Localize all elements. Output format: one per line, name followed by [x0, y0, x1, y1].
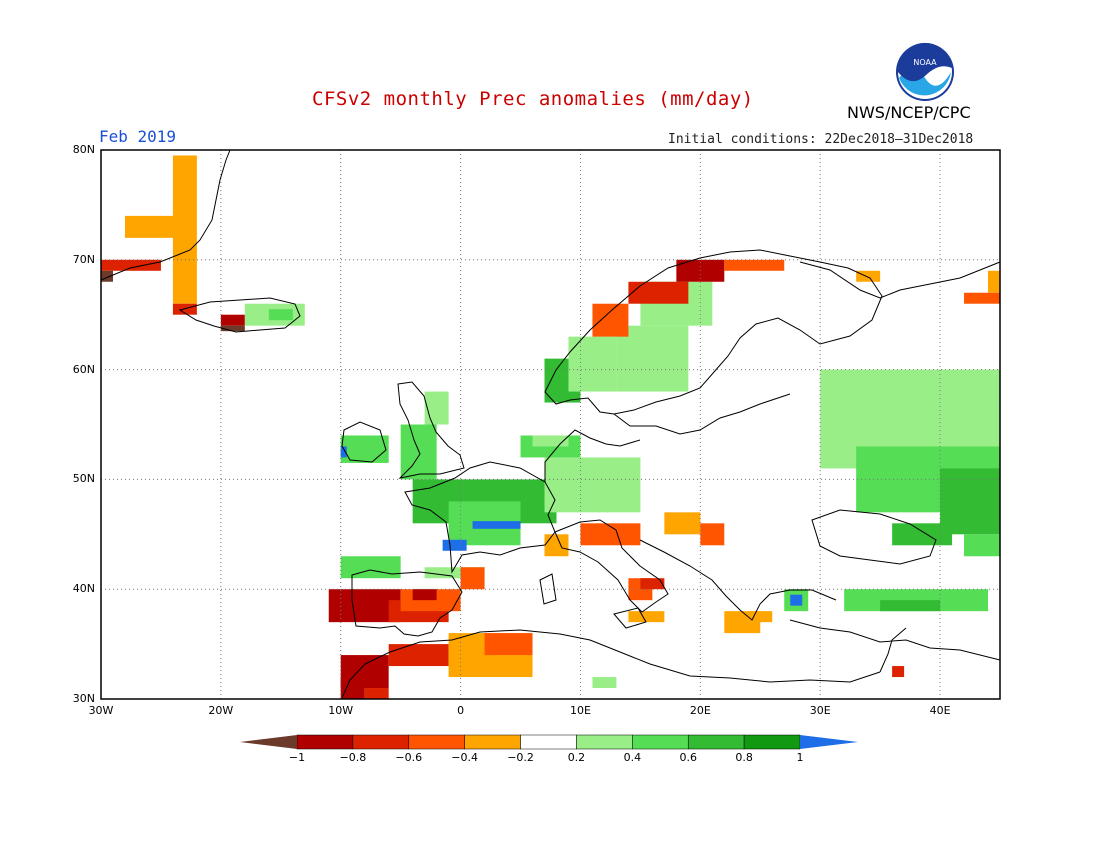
anomaly-cell — [340, 435, 389, 463]
lon-label: 10E — [569, 704, 591, 717]
anomaly-cell — [892, 666, 905, 678]
anomaly-cell — [388, 644, 449, 667]
colorbar-swatch — [743, 734, 801, 750]
colorbar-swatch — [464, 734, 521, 750]
logo-text: NOAA — [913, 58, 937, 67]
colorbar-label: 0.4 — [623, 751, 642, 764]
colorbar-label: 0.8 — [735, 751, 753, 764]
colorbar-swatch — [576, 734, 633, 750]
lon-label: 40E — [929, 704, 951, 717]
anomaly-cell — [101, 259, 161, 271]
lat-label: 80N — [72, 143, 95, 156]
colorbar-min-arrow — [240, 735, 297, 749]
anomaly-cell — [544, 534, 569, 557]
anomaly-cell — [664, 512, 701, 535]
anomaly-cell — [442, 539, 467, 551]
colorbar-max-arrow — [800, 735, 858, 749]
initial-conditions: Initial conditions: 22Dec2018–31Dec2018 — [668, 132, 974, 147]
lon-label: 0 — [457, 704, 465, 717]
anomaly-cell — [532, 435, 569, 447]
anomaly-cell — [472, 521, 521, 529]
lon-label: 30E — [809, 704, 831, 717]
lon-label: 20W — [208, 704, 234, 717]
anomaly-cell — [484, 633, 533, 656]
anomaly-cell — [892, 523, 953, 546]
anomaly-cells — [101, 155, 1000, 699]
colorbar-label: −1 — [288, 751, 306, 764]
anomaly-cell — [592, 303, 629, 337]
lat-label: 50N — [72, 472, 95, 486]
agency-label: NWS/NCEP/CPC — [847, 103, 971, 122]
anomaly-cell — [124, 215, 185, 238]
anomaly-cell — [856, 270, 881, 282]
colorbar-label: −0.6 — [395, 751, 423, 764]
lat-label: 60N — [72, 362, 95, 376]
anomaly-cell — [220, 314, 245, 326]
anomaly-cell — [880, 600, 941, 612]
anomaly-cell — [172, 303, 197, 315]
colorbar-label: −0.2 — [507, 751, 534, 764]
anomaly-cell — [592, 677, 617, 689]
anomaly-cell — [340, 446, 347, 458]
coastlines — [100, 149, 1001, 699]
lon-label: 20E — [689, 704, 711, 717]
colorbar-label: 0.2 — [567, 751, 586, 764]
colorbar-swatch — [352, 734, 410, 750]
colorbar-swatch — [687, 734, 745, 750]
colorbar-swatch — [632, 734, 689, 750]
colorbar-swatch — [520, 734, 577, 750]
anomaly-cell — [340, 556, 401, 579]
noaa-logo-icon: NOAA — [896, 42, 954, 101]
colorbar-label: 0.6 — [679, 751, 697, 764]
anomaly-cell — [424, 567, 485, 579]
colorbar-label: 1 — [796, 751, 804, 764]
anomaly-cell — [724, 611, 761, 634]
colorbar-label: −0.4 — [451, 751, 479, 764]
anomaly-cell — [988, 270, 1000, 293]
colorbar-swatch — [408, 734, 465, 750]
anomaly-cell — [724, 259, 785, 271]
forecast-month: Feb 2019 — [99, 127, 177, 146]
anomaly-cell — [628, 281, 689, 304]
anomaly-cell — [700, 523, 725, 546]
colorbar-label: −0.8 — [339, 751, 367, 764]
anomaly-cell — [748, 611, 773, 623]
lat-label: 40N — [72, 582, 95, 596]
lat-label: 70N — [72, 252, 95, 266]
anomaly-cell — [424, 391, 449, 425]
anomaly-cell — [364, 688, 389, 699]
anomaly-cell — [640, 578, 665, 590]
anomaly-cell — [628, 611, 665, 623]
anomaly-cell — [580, 523, 641, 546]
anomaly-cell — [568, 336, 617, 392]
anomaly-cell — [964, 534, 1000, 557]
map-frame — [100, 149, 1001, 700]
colorbar-swatch — [296, 734, 354, 750]
anomaly-cell — [340, 677, 365, 699]
anomaly-cell — [460, 567, 485, 590]
anomaly-cell — [544, 457, 641, 513]
chart-title: CFSv2 monthly Prec anomalies (mm/day) — [312, 88, 754, 110]
anomaly-cell — [412, 589, 437, 601]
anomaly-cell — [964, 292, 1000, 304]
lon-label: 10W — [328, 704, 354, 717]
lon-label: 30W — [88, 704, 114, 717]
anomaly-cell — [101, 270, 113, 282]
anomaly-cell — [820, 369, 1000, 403]
anomaly-cell — [790, 594, 803, 606]
lat-label: 30N — [72, 692, 95, 705]
anomaly-cell — [220, 325, 245, 332]
anomaly-cell — [268, 309, 293, 321]
colorbar — [240, 734, 858, 750]
